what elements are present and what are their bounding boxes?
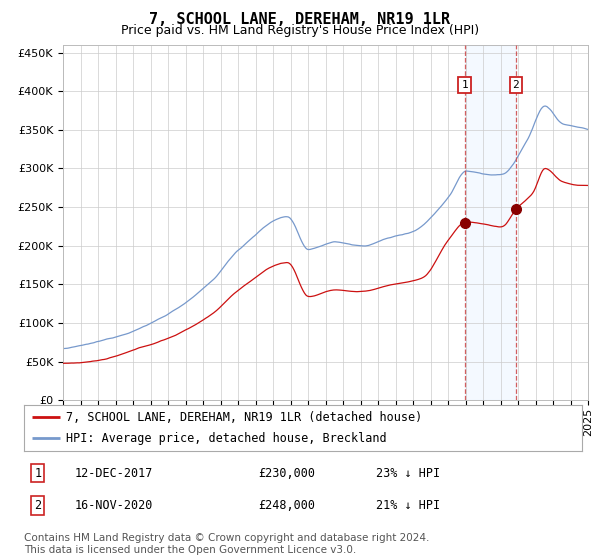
Text: Price paid vs. HM Land Registry's House Price Index (HPI): Price paid vs. HM Land Registry's House … (121, 24, 479, 37)
Text: 12-DEC-2017: 12-DEC-2017 (74, 466, 152, 479)
Text: 1: 1 (34, 466, 41, 479)
Text: 2: 2 (34, 499, 41, 512)
Text: £248,000: £248,000 (259, 499, 316, 512)
Text: 21% ↓ HPI: 21% ↓ HPI (376, 499, 440, 512)
Text: 7, SCHOOL LANE, DEREHAM, NR19 1LR (detached house): 7, SCHOOL LANE, DEREHAM, NR19 1LR (detac… (66, 411, 422, 424)
Text: 2: 2 (512, 80, 519, 90)
Text: HPI: Average price, detached house, Breckland: HPI: Average price, detached house, Brec… (66, 432, 386, 445)
Text: 16-NOV-2020: 16-NOV-2020 (74, 499, 152, 512)
Text: 7, SCHOOL LANE, DEREHAM, NR19 1LR: 7, SCHOOL LANE, DEREHAM, NR19 1LR (149, 12, 451, 27)
Text: £230,000: £230,000 (259, 466, 316, 479)
Text: Contains HM Land Registry data © Crown copyright and database right 2024.
This d: Contains HM Land Registry data © Crown c… (24, 533, 430, 555)
Text: 1: 1 (461, 80, 468, 90)
Text: 23% ↓ HPI: 23% ↓ HPI (376, 466, 440, 479)
Bar (464, 45, 516, 400)
